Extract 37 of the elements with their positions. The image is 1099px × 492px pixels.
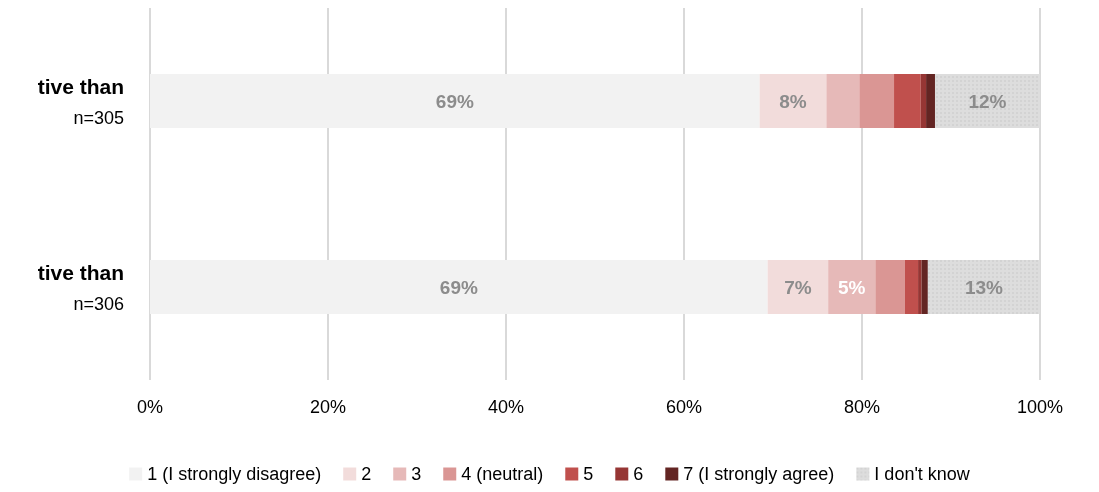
x-tick-label: 20% xyxy=(309,397,347,417)
y-tick-label: tive than n=306 xyxy=(37,260,124,314)
y-tick-label: tive than n=305 xyxy=(37,74,124,128)
bar xyxy=(920,74,927,128)
bar xyxy=(828,260,876,314)
legend-label: 2 xyxy=(361,464,372,484)
x-tick-label: 80% xyxy=(843,397,881,417)
legend-label: 5 xyxy=(583,464,594,484)
legend-label: 6 xyxy=(633,464,644,484)
bar xyxy=(767,260,829,314)
bar xyxy=(918,260,922,314)
bar xyxy=(926,74,935,128)
bar xyxy=(921,260,928,314)
data-label: 13% xyxy=(964,276,1004,298)
bar xyxy=(859,74,895,128)
x-tick-label: 100% xyxy=(1016,397,1064,417)
x-tick-label: 60% xyxy=(665,397,703,417)
bar xyxy=(904,260,919,314)
bar xyxy=(826,74,860,128)
bar xyxy=(150,260,768,314)
legend-label: 7 (I strongly agree) xyxy=(683,464,835,484)
data-label: 8% xyxy=(779,90,807,112)
data-label: 12% xyxy=(968,90,1007,112)
x-tick-label: 0% xyxy=(136,397,164,417)
bar xyxy=(759,74,827,128)
x-tick-label: 40% xyxy=(487,397,525,417)
legend-label: 4 (neutral) xyxy=(461,464,544,484)
legend-label: 1 (I strongly disagree) xyxy=(147,464,322,484)
data-label: 7% xyxy=(784,276,812,298)
legend-label: 3 xyxy=(411,464,422,484)
data-label: 5% xyxy=(838,276,866,298)
legend-label: I don't know xyxy=(874,464,971,484)
bar xyxy=(875,260,905,314)
data-label: 69% xyxy=(439,276,478,298)
bar xyxy=(150,74,760,128)
bar xyxy=(894,74,921,128)
data-label: 69% xyxy=(435,90,474,112)
